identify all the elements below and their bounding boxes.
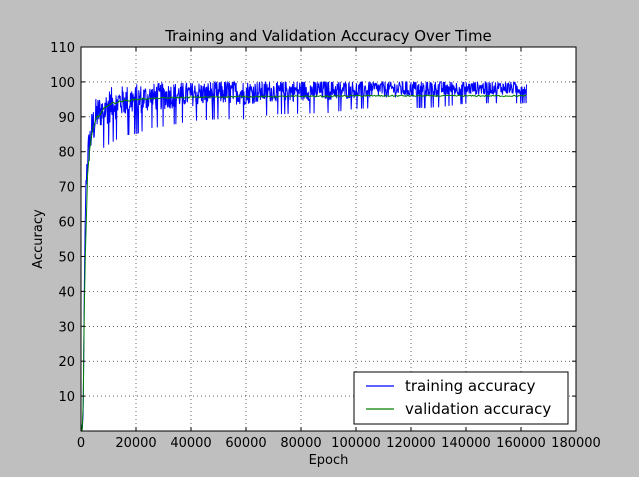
- y-tick-label: 90: [58, 111, 75, 126]
- y-tick-label: 10: [58, 390, 75, 405]
- y-tick-label: 40: [58, 285, 75, 300]
- x-tick-label: 140000: [441, 436, 491, 451]
- ticks: 0 20000 40000 60000 80000 100000 120000 140000 1…: [50, 41, 601, 451]
- grid: [81, 47, 576, 431]
- x-tick-label: 80000: [280, 436, 321, 451]
- y-axis-label: Accuracy: [31, 209, 46, 269]
- y-tick-label: 50: [58, 250, 75, 265]
- y-tick-label: 80: [58, 146, 75, 161]
- series-line-validation: [80, 94, 527, 432]
- x-axis-label: Epoch: [309, 453, 349, 468]
- y-tick-label: 100: [50, 76, 75, 91]
- plot-frame: [80, 46, 577, 432]
- y-tick-label: 60: [58, 216, 75, 231]
- chart-title: Training and Validation Accuracy Over Ti…: [164, 27, 492, 45]
- series-line-training: [80, 80, 527, 431]
- y-tick-label: 70: [58, 181, 75, 196]
- y-tick-label: 30: [58, 320, 75, 335]
- x-tick-label: 120000: [386, 436, 436, 451]
- x-tick-label: 100000: [331, 436, 381, 451]
- legend-label: validation accuracy: [405, 400, 551, 418]
- y-tick-label: 20: [58, 355, 75, 370]
- x-tick-label: 40000: [170, 436, 211, 451]
- x-tick-label: 60000: [225, 436, 266, 451]
- x-tick-label: 20000: [115, 436, 156, 451]
- x-tick-label: 180000: [551, 436, 601, 451]
- legend-label: training accuracy: [405, 377, 536, 395]
- series-layer: [80, 80, 527, 432]
- x-tick-label: 160000: [496, 436, 546, 451]
- legend-box: [353, 371, 569, 425]
- legend: training accuracy validation accuracy: [353, 371, 569, 425]
- y-tick-label: 110: [50, 41, 75, 56]
- x-tick-label: 0: [77, 436, 85, 451]
